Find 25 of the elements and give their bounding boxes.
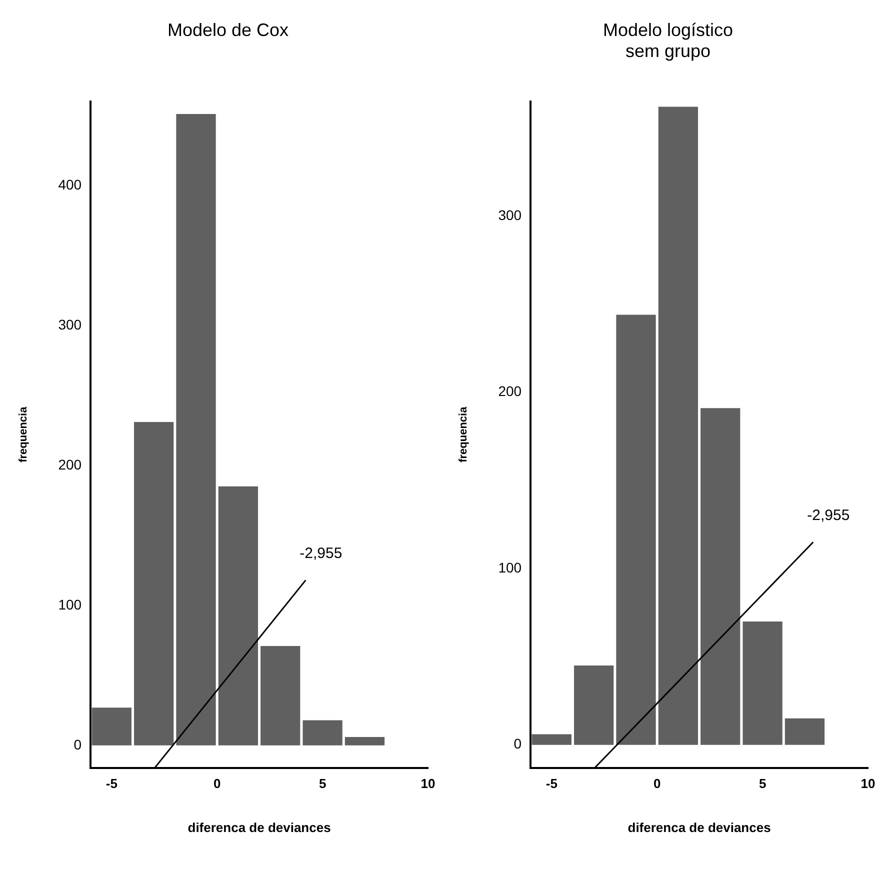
- x-tick-label: 10: [860, 776, 876, 792]
- y-tick-label: 400: [58, 176, 82, 192]
- y-tick-label: 0: [514, 736, 522, 752]
- x-tick-label: 10: [420, 776, 436, 792]
- x-tick-label: -5: [546, 776, 558, 792]
- y-axis-title: frequencia: [18, 406, 30, 462]
- annotation: -2,955: [300, 545, 342, 562]
- y-tick-label: 200: [58, 456, 82, 472]
- y-axis-title: frequencia: [458, 406, 470, 462]
- x-axis-title: diferenca de deviances: [188, 820, 331, 835]
- x-tick-label: 0: [653, 776, 661, 792]
- y-tick-label: 300: [498, 206, 522, 223]
- y-tick-label: 200: [498, 383, 522, 400]
- chart-title: Modelo logístico sem grupo: [602, 19, 734, 63]
- x-tick-label: -5: [106, 776, 118, 792]
- chart-title: Modelo de Cox: [166, 19, 290, 42]
- x-tick-label: 5: [758, 776, 766, 792]
- y-tick-label: 100: [498, 559, 522, 576]
- y-tick-label: 100: [58, 596, 82, 612]
- x-tick-label: 0: [213, 776, 221, 792]
- x-tick-label: 5: [318, 776, 326, 792]
- x-axis-title: diferenca de deviances: [628, 820, 771, 835]
- annotation: -2,955: [807, 507, 850, 524]
- y-tick-label: 0: [74, 736, 82, 752]
- y-tick-label: 300: [58, 316, 82, 332]
